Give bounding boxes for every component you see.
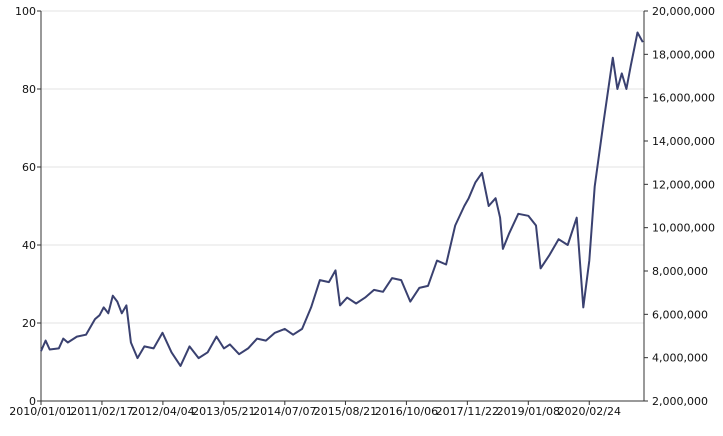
y2-tick-label: 16,000,000 (652, 92, 715, 105)
y-tick-label: 80 (22, 83, 36, 96)
y2-tick-label: 20,000,000 (652, 5, 715, 18)
x-tick-label: 2020/02/24 (558, 405, 621, 418)
y-tick-label: 60 (22, 161, 36, 174)
x-tick-label: 2019/01/08 (497, 405, 560, 418)
x-tick-label: 2013/05/21 (192, 405, 255, 418)
y2-tick-label: 12,000,000 (652, 178, 715, 191)
y2-tick-label: 8,000,000 (652, 265, 708, 278)
x-tick-label: 2011/02/17 (70, 405, 133, 418)
y2-tick-label: 10,000,000 (652, 222, 715, 235)
x-tick-label: 2017/11/22 (436, 405, 499, 418)
x-axis-ticks: 2010/01/012011/02/172012/04/042013/05/21… (9, 401, 621, 418)
y-tick-label: 0 (29, 395, 36, 408)
y-tick-label: 20 (22, 317, 36, 330)
x-tick-label: 2010/01/01 (9, 405, 72, 418)
x-tick-label: 2016/10/06 (375, 405, 438, 418)
y2-tick-label: 4,000,000 (652, 352, 708, 365)
right-y-axis-ticks: 2,000,000 4,000,000 6,000,000 8,000,000 10,0… (644, 5, 715, 408)
y-tick-label: 40 (22, 239, 36, 252)
y-tick-label: 100 (15, 5, 36, 18)
y2-tick-label: 2,000,000 (652, 395, 708, 408)
y2-tick-label: 14,000,000 (652, 135, 715, 148)
grid-lines (41, 10, 644, 324)
x-tick-label: 2014/07/07 (253, 405, 316, 418)
x-tick-label: 2012/04/04 (131, 405, 194, 418)
x-tick-label: 2015/08/21 (314, 405, 377, 418)
y2-tick-label: 6,000,000 (652, 308, 708, 321)
left-y-axis-ticks: 0 20 40 60 80 100 (15, 5, 41, 408)
y2-tick-label: 18,000,000 (652, 48, 715, 61)
series-line (40, 31, 644, 367)
